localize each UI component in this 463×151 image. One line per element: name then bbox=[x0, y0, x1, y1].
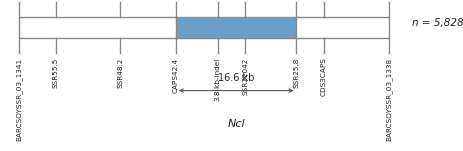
Text: SSR48.2: SSR48.2 bbox=[118, 57, 123, 88]
Text: CDS3CAPS: CDS3CAPS bbox=[321, 57, 327, 96]
Text: BARCSOYSSR_03_1341: BARCSOYSSR_03_1341 bbox=[15, 57, 22, 140]
Text: n = 5,828: n = 5,828 bbox=[412, 18, 463, 28]
Bar bbox=[176, 17, 296, 38]
Text: 16.6 kb: 16.6 kb bbox=[218, 73, 254, 83]
Text: BARCSOYSSR_03_1338: BARCSOYSSR_03_1338 bbox=[386, 57, 392, 140]
Text: SSR22042: SSR22042 bbox=[243, 57, 248, 95]
Text: Ncl: Ncl bbox=[227, 119, 245, 129]
Text: SSR55.5: SSR55.5 bbox=[53, 57, 58, 88]
Text: CAPS42.4: CAPS42.4 bbox=[173, 57, 179, 93]
Text: SSR25.8: SSR25.8 bbox=[294, 57, 299, 88]
Text: 3.8-kb-indel: 3.8-kb-indel bbox=[215, 57, 220, 101]
